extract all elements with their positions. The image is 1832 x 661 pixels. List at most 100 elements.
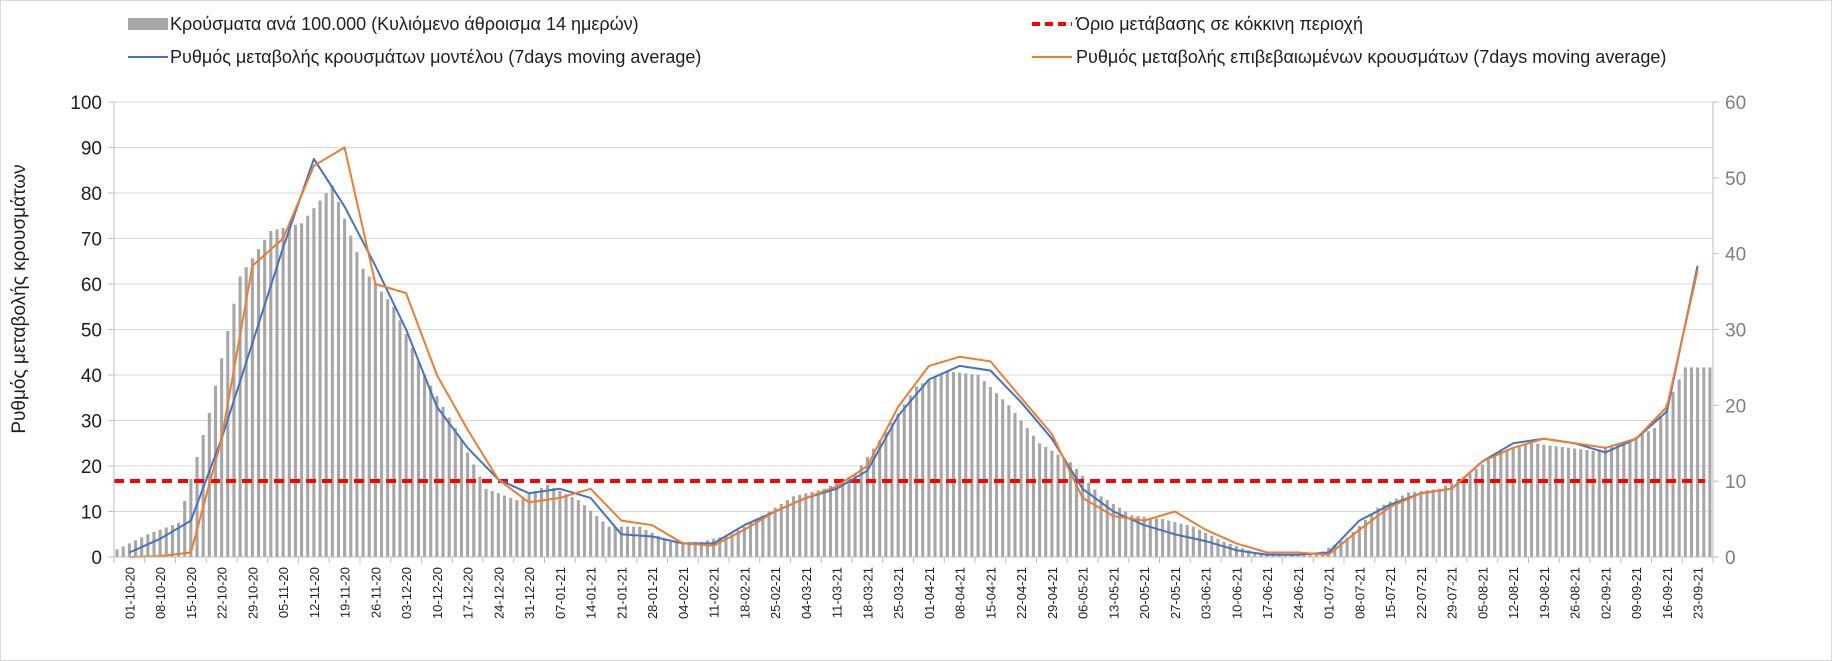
bar [1259,552,1263,557]
bar-group [761,500,789,557]
y-tick-label-right: 20 [1725,396,1746,417]
x-tick-label: 20-05-21 [1137,567,1152,619]
bar [742,526,746,557]
bar-group [1345,513,1374,557]
bar-group [669,541,697,557]
bar-group [1468,455,1497,557]
bar-group [392,306,420,557]
x-tick-label: 13-05-21 [1106,567,1121,619]
bar [1413,491,1417,557]
bar-group [1191,526,1220,557]
bar-group [1099,496,1128,557]
bar-group [792,490,820,557]
bar-group [1622,431,1650,557]
bar [1111,503,1115,557]
x-tick-label: 18-03-21 [860,567,875,619]
bar [810,491,814,557]
bar [970,374,974,557]
bar-group [1683,367,1712,557]
x-tick-label: 03-12-20 [399,567,414,619]
bar [306,215,310,557]
bar [1683,367,1687,557]
bar [1314,554,1318,557]
bar [1234,546,1238,557]
y-tick-label-left: 80 [81,184,102,205]
bar [570,497,574,557]
bar-group [945,371,974,557]
bar [1167,520,1171,557]
bar [712,538,716,557]
bar [915,386,919,557]
bar [1197,529,1202,557]
bar [828,485,833,557]
bar [349,235,353,557]
bar [656,535,660,557]
bar [552,487,556,557]
bar-group [822,476,851,557]
bar [988,387,992,557]
y-tick-label-left: 20 [81,457,102,478]
bar [1474,469,1478,557]
bar [1240,548,1245,557]
bar-group [515,487,543,557]
bar [361,268,365,557]
bar [1062,458,1066,557]
bar [490,491,494,557]
x-tick-label: 25-03-21 [891,567,906,619]
bar [1456,479,1460,557]
bar [1339,541,1343,557]
bar [896,413,900,557]
bar-group [699,535,728,557]
bar [564,494,568,557]
bar [890,422,894,557]
bar [1659,415,1663,557]
bar [994,393,999,557]
bar-group [1560,447,1589,557]
x-tick-label: 15-10-20 [184,567,199,619]
bar [650,532,654,557]
bar [1677,379,1681,557]
x-tick-label: 17-06-21 [1260,567,1275,619]
bar-group [1437,476,1466,557]
bar [1216,538,1220,557]
bar [908,395,912,557]
bar [496,493,500,557]
bar [373,284,377,557]
legend-label-threshold: Όριο μετάβασης σε κόκκινη περιοχή [1075,14,1363,34]
bar [1554,446,1558,557]
bar [250,258,254,557]
bar [466,452,470,557]
bar [613,526,617,557]
bar [1302,554,1306,557]
bar [1031,435,1035,557]
y-tick-label-left: 70 [81,230,102,251]
x-tick-label: 07-01-21 [553,567,568,619]
bar [1247,550,1251,557]
bar [1419,491,1423,557]
bar [1616,444,1620,557]
bar [607,526,611,557]
bar [1210,535,1214,557]
bar [170,525,174,557]
bar-group [607,526,636,557]
x-tick-label: 22-10-20 [215,567,230,619]
bar [1671,391,1675,557]
bar [1191,526,1195,557]
bar [1130,515,1134,557]
bar [121,546,125,557]
x-tick-label: 06-05-21 [1076,567,1091,619]
bar [1622,443,1626,557]
bar [1253,552,1257,557]
bar [755,519,759,557]
bar [1013,412,1017,557]
bar [730,534,734,557]
bar-group [453,428,482,557]
bar [459,440,464,557]
bar [478,476,482,557]
bar [1628,440,1632,557]
bar [158,529,162,557]
bar [675,541,679,557]
bar [527,494,531,557]
bar [748,522,753,557]
